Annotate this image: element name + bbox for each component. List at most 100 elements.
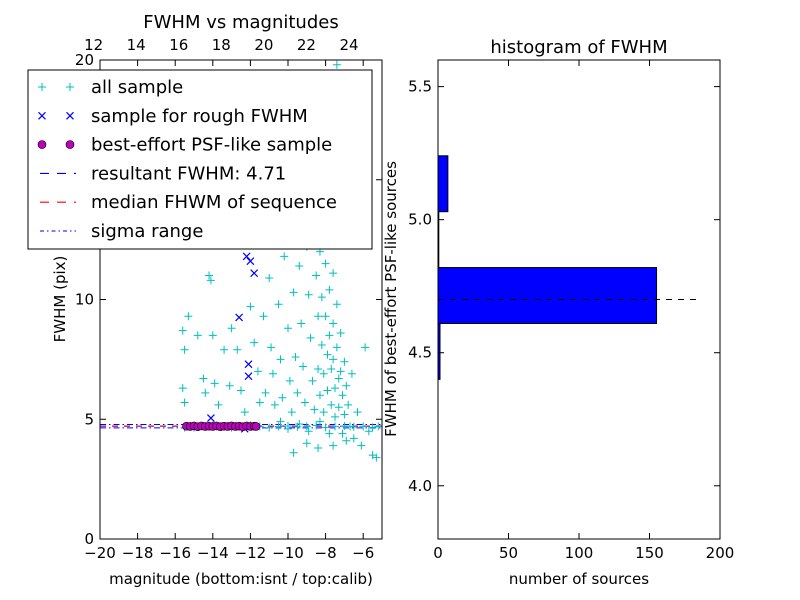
all-sample-point	[250, 338, 259, 347]
scatter-ylabel: FWHM (pix)	[51, 256, 69, 343]
x-tick-label: 200	[706, 544, 735, 562]
all-sample-point	[315, 417, 324, 426]
x-tick-label: −14	[197, 544, 229, 562]
all-sample-point	[280, 252, 289, 261]
all-sample-point	[332, 60, 341, 69]
all-sample-point	[253, 367, 262, 376]
histogram-bar	[437, 267, 658, 324]
histogram-title: histogram of FWHM	[490, 37, 667, 58]
all-sample-point	[276, 417, 285, 426]
all-sample-point	[180, 345, 189, 354]
top-x-tick-label: 20	[254, 36, 273, 54]
all-sample-point	[240, 408, 249, 417]
histogram-ticks: 0 50 100 150 200 4.0 4.5 5.0 5.5	[408, 60, 734, 562]
scatter-xlabel: magnitude (bottom:isnt / top:calib)	[109, 570, 373, 588]
all-sample-point	[321, 259, 330, 268]
rough-fwhm-point	[250, 269, 259, 278]
all-sample-point	[289, 448, 298, 457]
all-sample-point	[178, 326, 187, 335]
histogram-panel: 0 50 100 150 200 4.0 4.5 5.0 5.5 histogram of FW…	[382, 37, 734, 588]
x-tick-label: 50	[499, 544, 518, 562]
all-sample-point	[267, 343, 276, 352]
all-sample-point	[319, 408, 328, 417]
legend-label: resultant FWHM: 4.71	[91, 163, 286, 184]
all-sample-point	[295, 261, 304, 270]
all-sample-point	[259, 312, 268, 321]
y-tick-label: 4.0	[408, 477, 432, 495]
all-sample-point	[340, 410, 349, 419]
all-sample-point	[193, 331, 202, 340]
all-sample-point	[321, 312, 330, 321]
legend-marker	[37, 140, 47, 149]
all-sample-point	[349, 434, 358, 443]
all-sample-point	[312, 271, 321, 280]
all-sample-point	[265, 273, 274, 282]
rough-fwhm-point	[246, 257, 255, 266]
legend-label: best-effort PSF-like sample	[91, 135, 332, 156]
all-sample-point	[180, 398, 189, 407]
rough-fwhm-point	[244, 360, 253, 369]
all-sample-point	[274, 422, 283, 431]
all-sample-point	[210, 379, 219, 388]
all-sample-point	[291, 352, 300, 361]
x-tick-label: 150	[635, 544, 664, 562]
legend-marker	[66, 111, 74, 120]
x-tick-label: 100	[565, 544, 594, 562]
y-tick-label: 10	[75, 291, 94, 309]
all-sample-point	[314, 312, 323, 321]
all-sample-point	[336, 329, 345, 338]
legend-label: all sample	[91, 77, 183, 98]
all-sample-point	[342, 381, 351, 390]
all-sample-point	[325, 285, 334, 294]
all-sample-point	[278, 393, 287, 402]
all-sample-point	[289, 288, 298, 297]
all-sample-point	[336, 367, 345, 376]
legend-entry: resultant FWHM: 4.71	[40, 163, 286, 184]
y-tick-label: 0	[84, 530, 94, 548]
all-sample-point	[246, 302, 255, 311]
all-sample-point	[340, 421, 349, 430]
all-sample-point	[205, 271, 214, 280]
all-sample-point	[327, 400, 336, 409]
all-sample-point	[319, 369, 328, 378]
histogram-ylabel: FWHM of best-effort PSF-like sources	[382, 161, 400, 437]
all-sample-point	[372, 453, 381, 462]
all-sample-point	[270, 400, 279, 409]
all-sample-point	[276, 355, 285, 364]
y-tick-label: 5.0	[408, 211, 432, 229]
all-sample-point	[314, 364, 323, 373]
all-sample-point	[214, 400, 223, 409]
all-sample-point	[331, 412, 339, 421]
legend-entry: best-effort PSF-like sample	[37, 135, 332, 156]
all-sample-point	[310, 405, 319, 414]
all-sample-point	[178, 384, 187, 393]
all-sample-point	[304, 427, 313, 436]
all-sample-point	[293, 388, 302, 397]
all-sample-point	[359, 422, 368, 431]
legend-marker	[38, 83, 46, 91]
all-sample-point	[227, 324, 236, 333]
all-sample-point	[199, 374, 208, 383]
y-tick-label: 5	[84, 410, 94, 428]
legend-entries: all sample sample for rough FWHM best-effo…	[37, 77, 337, 242]
all-sample-point	[287, 408, 296, 417]
all-sample-point	[317, 293, 326, 302]
x-tick-label: −6	[352, 544, 374, 562]
all-sample-point	[300, 398, 309, 407]
top-x-tick-label: 22	[297, 36, 316, 54]
legend-marker	[65, 140, 75, 149]
all-sample-point	[332, 343, 341, 352]
all-sample-point	[334, 403, 343, 412]
all-sample-point	[329, 441, 338, 450]
x-tick-label: −16	[159, 544, 191, 562]
x-tick-label: −18	[122, 544, 154, 562]
x-tick-label: −12	[235, 544, 267, 562]
all-sample-point	[285, 376, 294, 385]
y-tick-label: 4.5	[408, 344, 432, 362]
rough-fwhm-point	[242, 252, 251, 261]
top-x-tick-label: 24	[339, 36, 358, 54]
legend-marker	[38, 111, 46, 120]
all-sample-point	[306, 333, 315, 342]
all-sample-point	[327, 364, 336, 373]
